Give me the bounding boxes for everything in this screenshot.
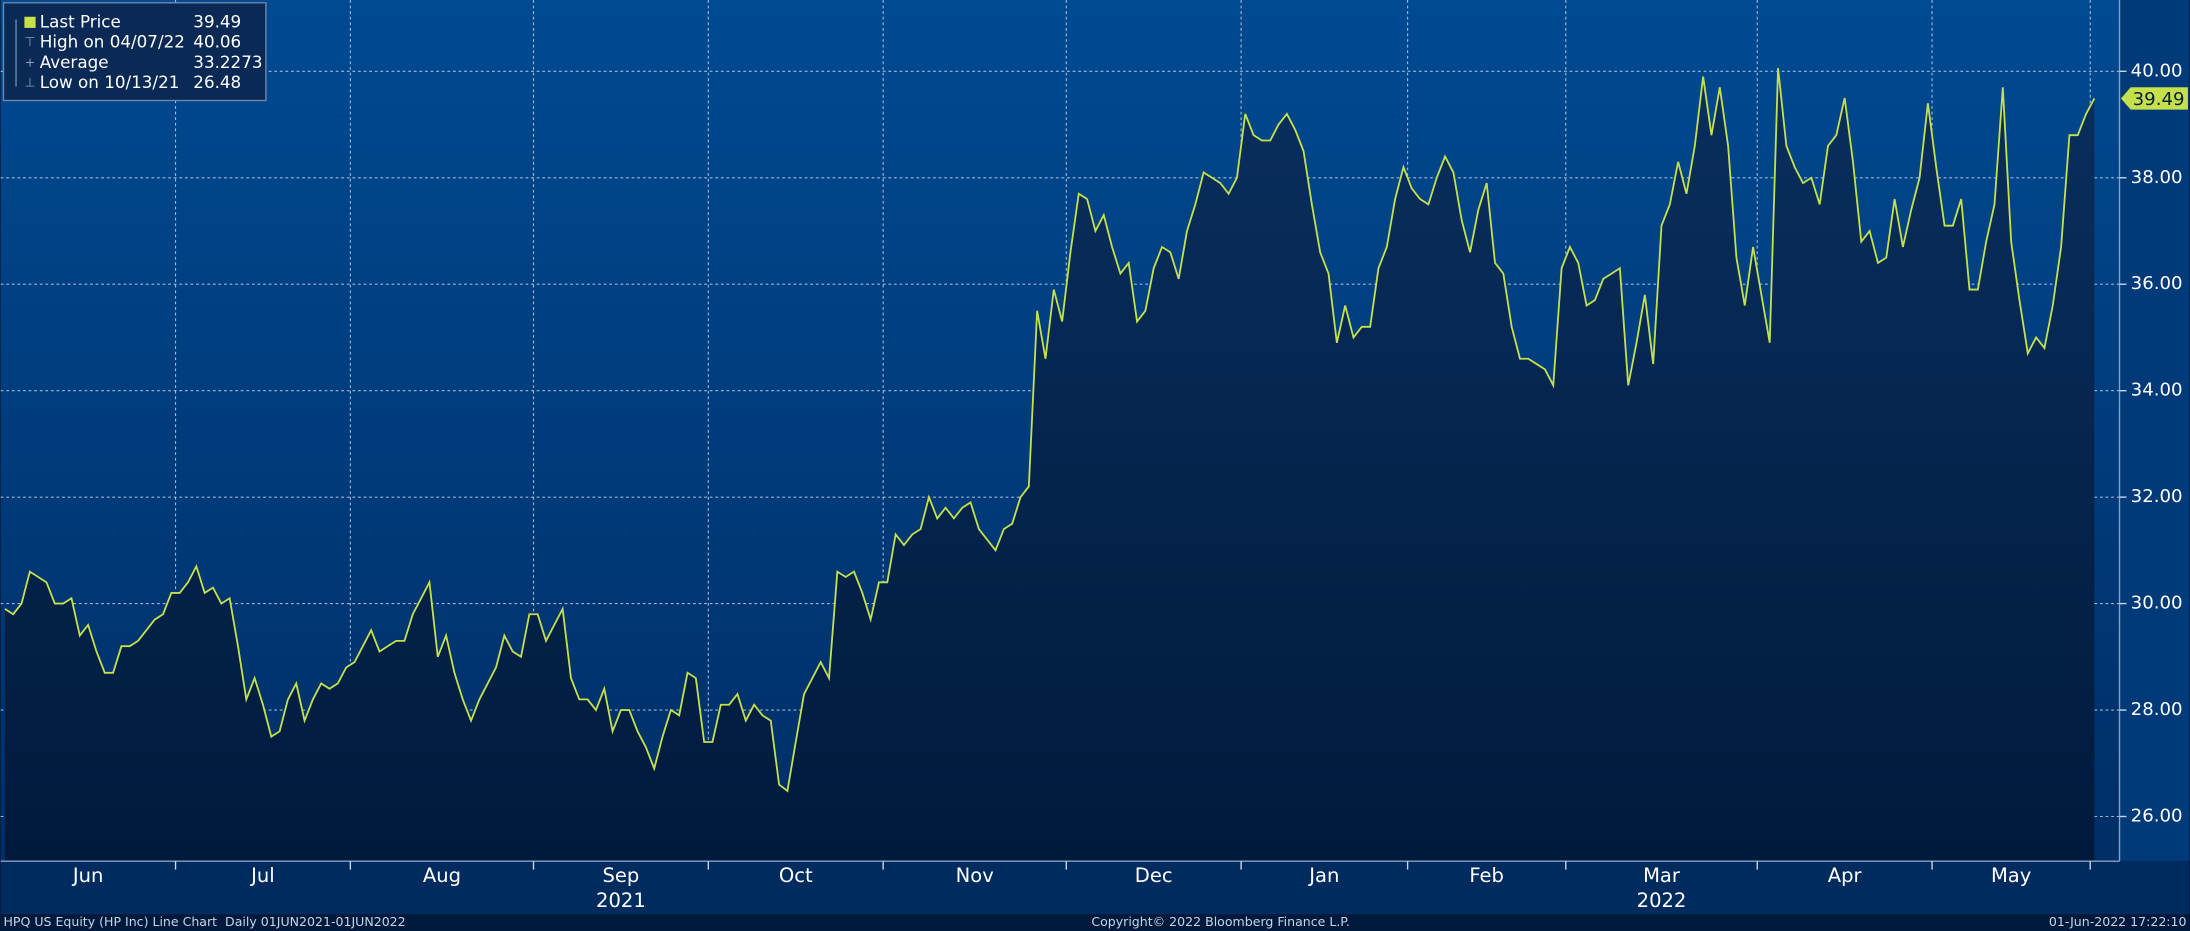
y-tick-label: 26.00 bbox=[2131, 805, 2183, 826]
x-year-label: 2022 bbox=[1637, 889, 1687, 912]
legend-label: Last Price bbox=[40, 11, 121, 31]
legend-value: 39.49 bbox=[193, 11, 241, 31]
x-axis-background bbox=[0, 861, 2190, 915]
legend-glyph: ⊤ bbox=[25, 34, 36, 49]
price-line bbox=[4, 68, 2096, 793]
footer-center: Copyright© 2022 Bloomberg Finance L.P. bbox=[1091, 914, 1350, 929]
x-tick-label: Jan bbox=[1307, 864, 1339, 887]
x-tick-label: Dec bbox=[1135, 864, 1173, 887]
y-tick-label: 30.00 bbox=[2131, 593, 2183, 614]
x-tick-label: Feb bbox=[1469, 864, 1504, 887]
legend-value: 33.2273 bbox=[193, 52, 262, 72]
area bbox=[4, 68, 2095, 862]
y-tick-label: 34.00 bbox=[2131, 380, 2183, 401]
legend-glyph: + bbox=[25, 54, 36, 69]
x-tick-label: Nov bbox=[956, 864, 994, 887]
x-tick-label: Oct bbox=[779, 864, 813, 887]
x-tick-label: Sep bbox=[603, 864, 640, 887]
y-tick-label: 32.00 bbox=[2131, 486, 2183, 507]
footer-background bbox=[0, 914, 2190, 931]
last-price-badge bbox=[2120, 87, 2188, 110]
y-tick-label: 38.00 bbox=[2131, 167, 2183, 188]
axis-background bbox=[2119, 0, 2190, 862]
x-year-label: 2021 bbox=[596, 889, 646, 912]
footer-right: 01-Jun-2022 17:22:10 bbox=[2049, 914, 2187, 929]
x-tick-label: Mar bbox=[1643, 864, 1681, 887]
x-tick-label: Jul bbox=[249, 864, 275, 887]
legend-label: High on 04/07/22 bbox=[40, 32, 185, 52]
legend-value: 40.06 bbox=[193, 32, 241, 52]
x-tick-label: May bbox=[1991, 864, 2031, 887]
legend-swatch bbox=[24, 16, 36, 28]
y-tick-label: 40.00 bbox=[2131, 60, 2183, 81]
x-tick-label: Apr bbox=[1828, 864, 1863, 887]
y-tick-label: 28.00 bbox=[2131, 699, 2183, 720]
legend-label: Average bbox=[40, 52, 109, 72]
x-tick-label: Jun bbox=[71, 864, 104, 887]
legend-label: Low on 10/13/21 bbox=[40, 72, 180, 92]
y-tick-label: 36.00 bbox=[2131, 273, 2183, 294]
legend-box bbox=[2, 2, 267, 102]
legend-value: 26.48 bbox=[193, 72, 241, 92]
last-price-label: 39.49 bbox=[2133, 89, 2185, 110]
x-tick-label: Aug bbox=[423, 864, 461, 887]
legend-glyph: ⊥ bbox=[25, 75, 36, 90]
footer-left: HPQ US Equity (HP Inc) Line Chart Daily … bbox=[3, 914, 405, 929]
